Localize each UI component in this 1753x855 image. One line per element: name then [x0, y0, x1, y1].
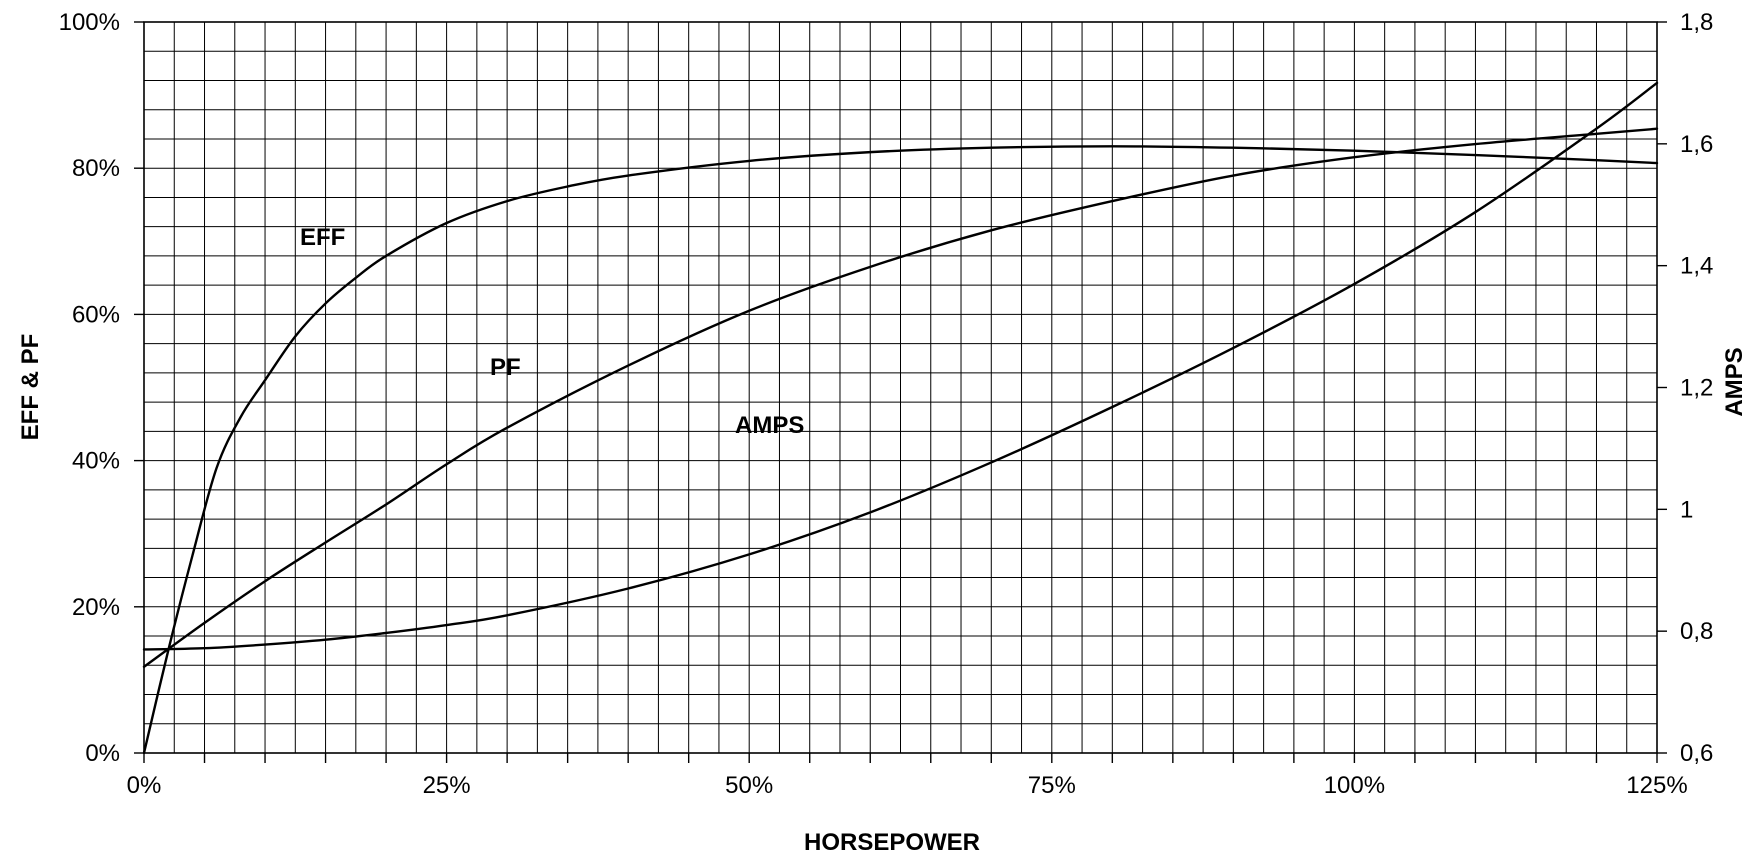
- series-line-amps: [142, 81, 1659, 651]
- series-label-amps: AMPS: [735, 412, 804, 439]
- x-tick-label: 50%: [725, 772, 773, 799]
- series-line-eff: [142, 145, 1659, 755]
- grid: [144, 22, 1657, 753]
- x-tick-label: 100%: [1324, 772, 1385, 799]
- y-axis-right-title: AMPS: [1721, 347, 1748, 416]
- x-axis-title: HORSEPOWER: [804, 829, 980, 855]
- series-label-eff: EFF: [300, 224, 345, 251]
- ticks: [134, 21, 1667, 763]
- y-right-tick-label: 0,8: [1680, 618, 1713, 645]
- x-tick-label: 75%: [1028, 772, 1076, 799]
- y-right-tick-label: 1,8: [1680, 9, 1713, 36]
- y-right-tick-label: 1,6: [1680, 131, 1713, 158]
- series-label-pf: PF: [490, 354, 521, 381]
- y-left-tick-label: 80%: [72, 155, 120, 182]
- y-left-tick-label: 60%: [72, 301, 120, 328]
- y-left-tick-label: 20%: [72, 594, 120, 621]
- x-tick-label: 0%: [127, 772, 162, 799]
- x-tick-label: 125%: [1626, 772, 1687, 799]
- y-right-tick-label: 1,2: [1680, 375, 1713, 402]
- plot-frame: [143, 21, 1658, 754]
- y-left-tick-label: 40%: [72, 448, 120, 475]
- y-right-tick-label: 1: [1680, 496, 1693, 523]
- tick-labels: 0% 25% 50% 75% 100% 125% 0% 20% 40% 60% 80% 100% 0,6…: [59, 9, 1714, 799]
- y-right-tick-label: 1,4: [1680, 253, 1713, 280]
- y-left-tick-label: 0%: [85, 740, 120, 767]
- y-axis-left-title: EFF & PF: [17, 334, 44, 441]
- series-line-pf: [142, 127, 1659, 668]
- y-right-tick-label: 0,6: [1680, 740, 1713, 767]
- series-group: [142, 81, 1659, 755]
- y-left-tick-label: 100%: [59, 9, 120, 36]
- x-tick-label: 25%: [423, 772, 471, 799]
